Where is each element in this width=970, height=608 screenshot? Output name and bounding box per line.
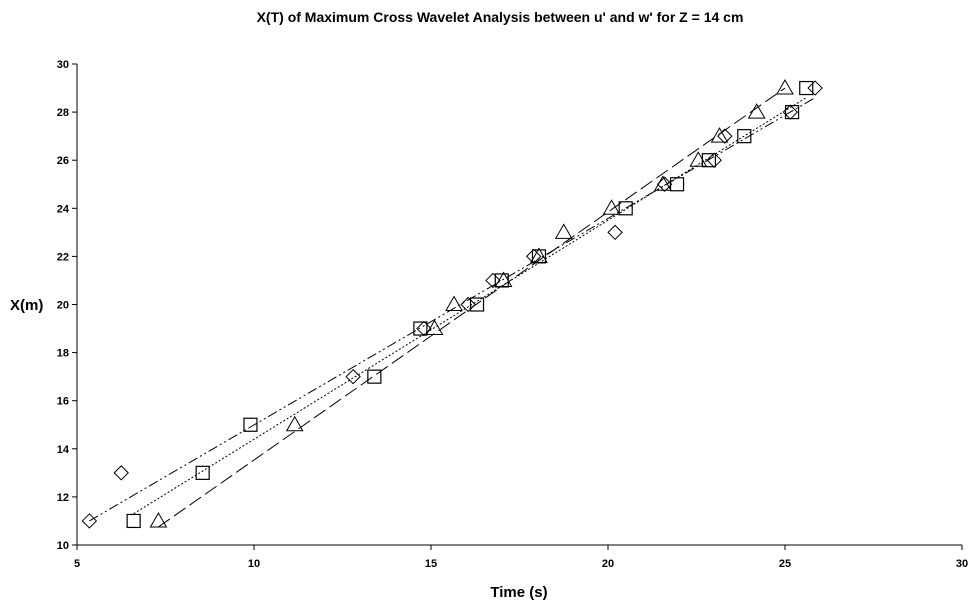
diamond-point [345,368,361,385]
diamond-point [460,296,476,313]
diamond-point [807,80,823,96]
diamond-point [81,513,98,529]
y-axis-label: X(m) [10,297,43,314]
y-tick-label: 16 [57,396,69,408]
triangle-point [530,247,548,263]
y-tick-label: 10 [57,540,69,552]
square-point [784,104,800,120]
y-tick-label: 28 [57,107,69,119]
x-tick-label: 5 [74,558,80,570]
y-tick-label: 30 [57,59,69,71]
diamond-point [717,128,733,144]
plot-area: 5 10 15 20 25 30 10 12 14 16 18 20 22 24 26 28 30 [57,59,968,570]
square-point [243,417,258,432]
y-tick-label: 20 [57,300,69,312]
square-point [195,465,210,480]
y-tick-label: 22 [57,251,69,263]
square-point [799,80,814,96]
x-tick-label: 25 [779,558,791,570]
y-tick-label: 24 [57,203,70,215]
x-tick-label: 10 [248,558,260,570]
triangle-point [445,295,463,311]
triangle-point [425,319,444,336]
y-tick-label: 12 [57,492,69,504]
triangle-point [689,151,708,167]
diamond-point [113,465,129,481]
diamond-point [607,224,623,241]
x-tick-label: 20 [602,558,614,570]
square-point [737,129,752,144]
triangle-point [554,223,573,239]
square-point [469,297,485,312]
y-tick-label: 26 [57,155,69,167]
triangle-point [776,79,794,95]
square-point [618,201,633,216]
triangle-point [654,175,672,191]
triangle-point [285,415,304,432]
chart-title: X(T) of Maximum Cross Wavelet Analysis b… [257,9,744,25]
diamond-point [706,152,722,168]
square-point [413,321,428,336]
diamond-trendline [89,97,816,522]
triangle-point [602,199,621,215]
triangle-point [494,271,513,287]
triangle-point [710,127,729,143]
x-tick-label: 30 [956,558,968,570]
y-tick-label: 18 [57,348,69,360]
triangle-point [149,511,168,528]
square-point [126,513,141,529]
triangle-point [747,103,766,119]
diamond-point [485,272,501,289]
square-point [669,177,685,192]
x-axis-label: Time (s) [490,584,547,601]
y-tick-label: 14 [57,444,70,456]
square-point [367,369,382,384]
x-tick-label: 15 [425,558,437,570]
